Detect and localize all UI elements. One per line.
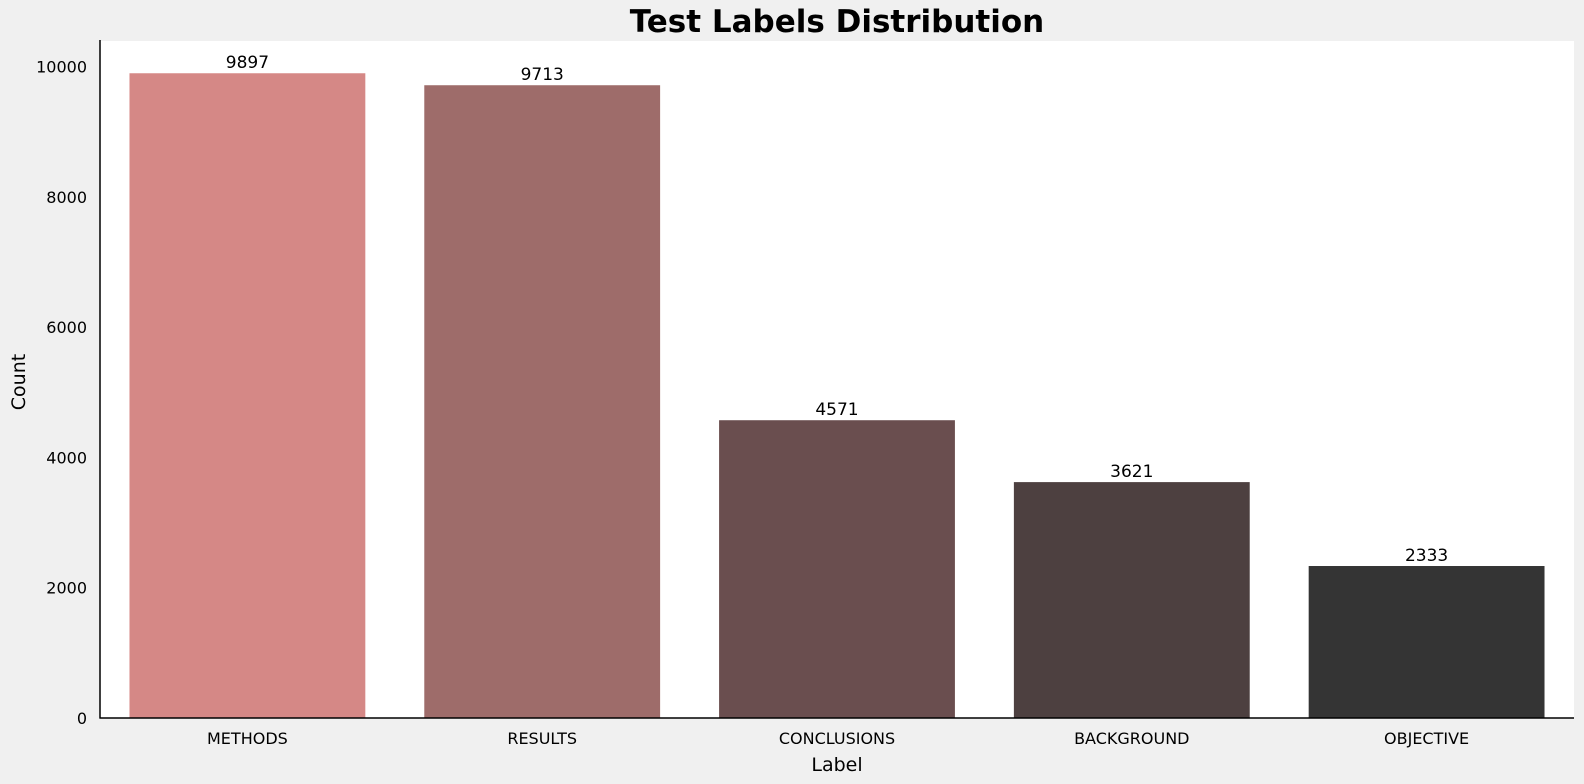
x-tick-label-background: BACKGROUND [1074,729,1189,748]
x-tick-label-conclusions: CONCLUSIONS [779,729,895,748]
data-label-background: 3621 [1110,462,1153,482]
data-label-conclusions: 4571 [815,400,858,420]
data-label-results: 9713 [521,65,564,85]
data-labels-group: 9897 9713 4571 3621 2333 [226,53,1448,566]
bar-results [424,85,661,718]
y-axis-ticks: 0 2000 4000 6000 8000 10000 [36,58,87,728]
y-tick-label-2000: 2000 [46,579,87,598]
data-label-methods: 9897 [226,53,269,73]
y-tick-label-6000: 6000 [46,318,87,337]
x-axis-title: Label [811,754,862,776]
chart-title: Test Labels Distribution [630,4,1045,40]
x-tick-label-objective: OBJECTIVE [1384,729,1469,748]
bar-conclusions [719,420,955,718]
data-label-objective: 2333 [1405,546,1448,566]
bar-objective [1308,566,1545,718]
y-tick-label-10000: 10000 [36,58,87,77]
y-axis-title: Count [8,354,30,410]
bar-methods [129,73,366,719]
x-axis-ticks: METHODS RESULTS CONCLUSIONS BACKGROUND OBJEC… [207,729,1469,748]
x-tick-label-results: RESULTS [507,729,577,748]
y-tick-label-0: 0 [77,709,87,728]
x-tick-label-methods: METHODS [207,729,288,748]
bar-background [1013,482,1250,718]
bars-group [129,73,1545,719]
y-tick-label-4000: 4000 [46,448,87,467]
y-tick-label-8000: 8000 [46,188,87,207]
